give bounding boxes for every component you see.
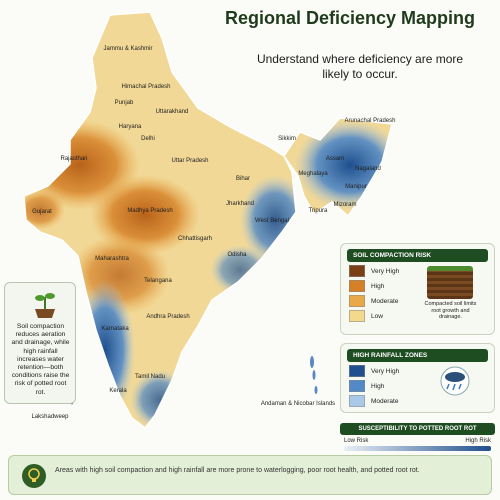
legend-swatch xyxy=(349,295,365,307)
bulb-icon xyxy=(22,464,46,488)
legend-swatch xyxy=(349,365,365,377)
legend-label: Moderate xyxy=(371,297,399,305)
scale-labels: Low Risk High Risk xyxy=(340,438,495,444)
scale-low: Low Risk xyxy=(344,438,369,444)
region-label: Sikkim xyxy=(278,136,296,142)
soil-note: Compacted soil limits root growth and dr… xyxy=(424,301,477,320)
region-label: Gujarat xyxy=(32,209,52,215)
region-label: Arunachal Pradesh xyxy=(344,118,395,124)
region-label: Lakshadweep xyxy=(31,414,69,420)
region-label: Karnataka xyxy=(101,326,129,332)
legend-title: HIGH RAINFALL ZONES xyxy=(347,349,488,362)
footer-text: Areas with high soil compaction and high… xyxy=(55,467,420,474)
legend-item: Very High xyxy=(349,365,421,377)
rain-icon xyxy=(440,366,470,396)
legend-item: Low xyxy=(349,310,416,322)
region-label: Telangana xyxy=(144,278,172,284)
plant-icon xyxy=(35,293,55,318)
region-label: Andhra Pradesh xyxy=(146,314,189,320)
soil-icon xyxy=(427,266,474,299)
title: Regional Deficiency Mapping xyxy=(224,8,476,28)
legend-label: High xyxy=(371,382,385,390)
region-label: Haryana xyxy=(119,124,142,130)
legend-label: Moderate xyxy=(371,397,399,405)
region-label: Nagaland xyxy=(355,166,381,172)
region-label: Delhi xyxy=(141,136,155,142)
region-labels: Jammu & Kashmir Himachal Pradesh Punjab Utt… xyxy=(31,46,395,420)
legend-label: Very High xyxy=(371,267,400,275)
risk-scale: SUSCEPTIBILITY TO POTTED ROOT ROT Low Ri… xyxy=(340,423,495,455)
legend-swatch xyxy=(349,280,365,292)
region-label: Andaman & Nicobar Islands xyxy=(261,401,335,407)
legend-title: SOIL COMPACTION RISK xyxy=(347,249,488,262)
region-label: Meghalaya xyxy=(298,171,328,177)
soil-legend: SOIL COMPACTION RISK Very High High Modera… xyxy=(340,243,495,335)
region-label: Chhattisgarh xyxy=(178,236,212,242)
scale-high: High Risk xyxy=(465,438,491,444)
legend-item: High xyxy=(349,380,421,392)
region-label: Rajasthan xyxy=(60,156,87,162)
legend-item: Moderate xyxy=(349,395,421,407)
legend-label: Very High xyxy=(371,367,400,375)
side-text: Soil compaction reduces aeration and dra… xyxy=(11,323,70,396)
region-label: Jharkhand xyxy=(226,201,254,207)
region-label: Tamil Nadu xyxy=(135,374,165,380)
legend-swatch xyxy=(349,395,365,407)
legend-item: High xyxy=(349,280,416,292)
legend-item: Very High xyxy=(349,265,416,277)
region-label: Mizoram xyxy=(333,202,356,208)
region-label: Himachal Pradesh xyxy=(121,84,170,90)
legend-swatch xyxy=(349,380,365,392)
legend-item: Moderate xyxy=(349,295,416,307)
footer: Areas with high soil compaction and high… xyxy=(8,455,492,495)
scale-bar xyxy=(344,446,491,451)
region-label: Kerala xyxy=(109,388,127,394)
legend-swatch xyxy=(349,310,365,322)
region-label: Tripura xyxy=(309,208,328,214)
legend-label: Low xyxy=(371,312,383,320)
islands xyxy=(66,356,318,405)
region-label: West Bengal xyxy=(255,218,289,224)
side-note: Soil compaction reduces aeration and dra… xyxy=(4,282,76,404)
region-label: Madhya Pradesh xyxy=(127,208,172,214)
region-label: Punjab xyxy=(115,100,134,106)
region-label: Assam xyxy=(326,156,344,162)
subtitle: Understand where deficiency are more lik… xyxy=(256,52,464,81)
legend-label: High xyxy=(371,282,385,290)
region-label: Jammu & Kashmir xyxy=(103,46,152,52)
region-label: Uttar Pradesh xyxy=(171,158,208,164)
region-label: Bihar xyxy=(236,176,250,182)
legend-swatch xyxy=(349,265,365,277)
scale-title: SUSCEPTIBILITY TO POTTED ROOT ROT xyxy=(340,423,495,435)
region-label: Manipur xyxy=(345,184,367,190)
region-label: Uttarakhand xyxy=(156,109,189,115)
rain-legend: HIGH RAINFALL ZONES Very High High Moderat… xyxy=(340,343,495,413)
region-label: Odisha xyxy=(227,252,247,258)
region-label: Maharashtra xyxy=(95,256,129,262)
